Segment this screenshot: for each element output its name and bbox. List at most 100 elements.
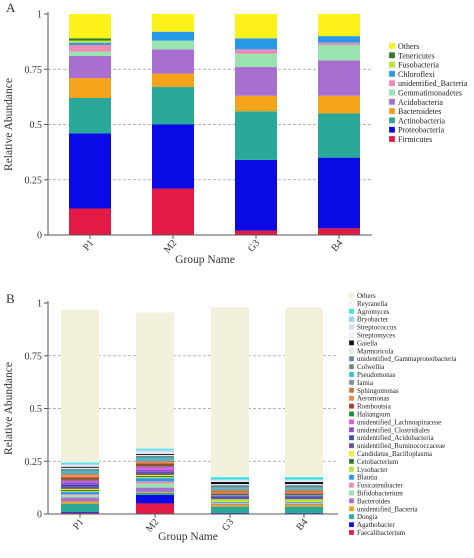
legend-swatch [389,43,395,49]
bar-segment [136,448,174,449]
bar-segment [285,484,323,485]
bar-segment [285,502,323,503]
bar-segment [136,493,174,495]
legend-swatch [349,340,354,345]
bar-segment [285,500,323,502]
bar-segment [61,479,99,480]
legend-label: Others [357,292,376,300]
bar-segment [285,496,323,497]
bar-segment [318,43,360,45]
legend-swatch [349,522,354,527]
bar-segment [285,487,323,488]
legend-swatch [389,117,395,123]
bar-segment [136,481,174,483]
bar-segment [211,502,249,503]
bar-segment [211,480,249,481]
panel-label: A [6,0,16,15]
bar-segment [136,457,174,458]
bar-segment [136,475,174,476]
legend-swatch [349,333,354,338]
y-tick-label: 1 [37,10,42,21]
bar-segment [61,474,99,475]
legend-swatch [389,62,395,68]
bar-segment [136,312,174,447]
legend-label: unidentified_Bacteria [398,79,468,88]
legend-swatch [349,498,354,503]
bar-segment [285,480,323,481]
bar-segment [285,505,323,507]
y-axis-title: Relative Abundance [3,78,15,171]
legend-label: unidentified_Acidobacteria [357,434,434,442]
bar-segment [152,32,194,41]
bar-segment [235,231,277,235]
bar-segment [318,60,360,95]
bar-segment [136,477,174,478]
bar-segment [211,307,249,476]
legend-swatch [349,380,354,385]
bar-segment [61,468,99,469]
bar-segment [61,464,99,465]
bar-segment [61,502,99,504]
legend-swatch [389,136,395,142]
legend-label: Pseudomonas [357,371,396,379]
y-tick-label: 0.5 [30,120,43,131]
bar-segment [211,476,249,477]
legend-label: Gaiella [357,339,378,347]
bar-segment [211,477,249,479]
legend-swatch [349,491,354,496]
bar-segment [69,98,111,133]
bar-segment [61,467,99,468]
bar-segment [69,14,111,38]
bar-segment [152,125,194,189]
legend-label: Agathobacter [357,521,395,529]
legend-swatch [349,506,354,511]
legend-label: Tenericutes [398,51,435,60]
bar-segment [235,96,277,111]
legend-label: Streptococcus [357,324,397,332]
bar-segment [235,54,277,67]
bar-segment [61,491,99,492]
bar-segment [285,482,323,484]
y-tick-label: 0 [37,231,42,242]
bar-segment [61,461,99,462]
legend-swatch [349,443,354,448]
legend-swatch [349,530,354,535]
bar-segment [136,455,174,456]
bar-segment [61,480,99,482]
y-tick-label: 1 [37,299,42,310]
bar-segment [69,78,111,98]
legend-swatch [349,459,354,464]
legend-label: Reyranella [357,300,388,308]
bar-segment [235,160,277,231]
bar-segment [136,495,174,503]
bar-segment [211,481,249,482]
legend-swatch [389,127,395,133]
legend-label: Bryobacter [357,316,389,324]
bar-segment [61,466,99,467]
legend-label: Bacteroides [357,497,390,505]
bar-segment [285,488,323,489]
bar-segment [285,492,323,493]
legend-swatch [349,372,354,377]
x-tick-label: B4 [329,238,345,254]
x-axis-title: Group Name [175,254,235,266]
bar-segment [285,481,323,482]
bar-segment [136,470,174,472]
legend-swatch [349,396,354,401]
legend-label: Cetobacterium [357,458,399,466]
legend-swatch [349,325,354,330]
legend-label: Lysobacter [357,466,388,474]
bar-segment [211,507,249,513]
bar-segment [136,450,174,451]
legend-label: Romboutsia [357,403,392,411]
bar-segment [318,36,360,43]
x-tick-label: G3 [220,517,236,533]
bar-segment [285,476,323,477]
legend-label: Aeromonas [357,395,390,403]
legend: OthersTenericutesFusobacteriaChloroflexi… [389,42,468,144]
legend-swatch [349,364,354,369]
bar-segment [211,479,249,480]
x-tick-label: P1 [81,238,96,253]
